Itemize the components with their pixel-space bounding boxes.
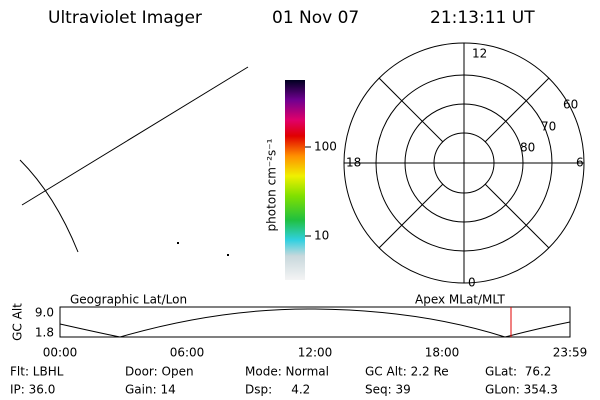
colorbar-tick: 10 (314, 229, 329, 243)
info-field: Gain: 14 (125, 383, 176, 397)
colorbar-tick: 100 (314, 140, 337, 154)
map-line (21, 66, 249, 206)
mlt-label: 0 (468, 276, 476, 290)
time: 21:13:11 UT (430, 8, 535, 28)
colorbar-label: photon cm⁻²s⁻¹ (265, 138, 279, 231)
colorbar: 100 10 photon cm⁻²s⁻¹ (265, 80, 337, 280)
image-panel (19, 66, 249, 256)
plot-title: Apex MLat/MLT (415, 293, 505, 307)
map-arc (19, 159, 79, 253)
lat-label: 60 (563, 98, 578, 112)
x-tick-label: 00:00 (43, 346, 78, 360)
lat-label: 70 (541, 120, 556, 134)
title: Ultraviolet Imager (48, 8, 202, 28)
y-tick-label: 9.0 (35, 306, 54, 320)
y-label: GC Alt (11, 303, 25, 341)
info-field: GLat: 76.2 (485, 365, 551, 379)
mlt-label: 12 (472, 47, 487, 61)
lat-label: 80 (520, 141, 535, 155)
dot (227, 254, 229, 256)
mlt-label: 18 (346, 156, 361, 170)
x-tick-label: 06:00 (170, 346, 205, 360)
dot (177, 242, 179, 244)
info-field: GLon: 354.3 (485, 383, 558, 397)
info-panel: Flt: LBHL Door: Open Mode: Normal GC Alt: 2… (10, 365, 558, 397)
alt-plot: Geographic Lat/Lon Apex MLat/MLT 9.0 1.8… (11, 293, 588, 360)
mlt-label: 6 (576, 156, 584, 170)
date: 01 Nov 07 (272, 8, 359, 28)
x-tick-label: 23:59 (553, 346, 588, 360)
x-tick-label: 18:00 (425, 346, 460, 360)
plot-title: Geographic Lat/Lon (70, 293, 187, 307)
x-tick-label: 12:00 (298, 346, 333, 360)
info-field: IP: 36.0 (10, 383, 55, 397)
info-field: Dsp: 4.2 (245, 383, 310, 397)
info-field: Door: Open (125, 365, 194, 379)
info-field: Seq: 39 (365, 383, 411, 397)
info-field: GC Alt: 2.2 Re (365, 365, 449, 379)
y-tick-label: 1.8 (35, 326, 54, 340)
colorbar-scale (285, 80, 305, 280)
info-field: Mode: Normal (245, 365, 329, 379)
polar-grid: 12 6 0 18 60 70 80 (343, 42, 585, 290)
info-field: Flt: LBHL (10, 365, 64, 379)
